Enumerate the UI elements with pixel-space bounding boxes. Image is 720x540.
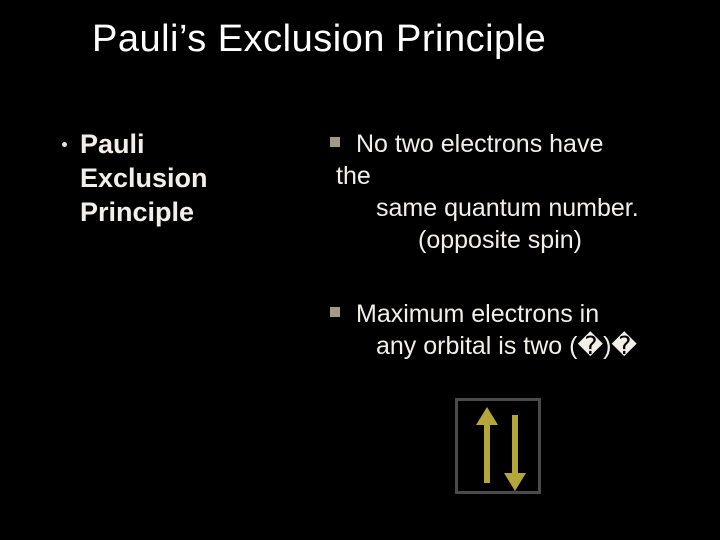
spin-up-arrow-icon xyxy=(478,409,496,489)
right-column: No two electrons have the same quantum n… xyxy=(330,128,700,404)
spin-down-arrow-icon xyxy=(506,409,524,489)
bullet-2-line-2: any orbital is two (�)� xyxy=(356,330,700,362)
bullet-1-line-1: No two electrons have xyxy=(356,128,700,160)
bullet-dot-icon xyxy=(62,142,67,147)
orbital-box-diagram xyxy=(455,398,541,494)
square-bullet-icon xyxy=(330,137,340,147)
bullet-2-line-1: Maximum electrons in xyxy=(356,298,700,330)
slide: Pauli’s Exclusion Principle Pauli Exclus… xyxy=(0,0,720,540)
left-column: Pauli Exclusion Principle xyxy=(80,128,300,229)
bullet-1-line-3: same quantum number. xyxy=(356,192,700,224)
square-bullet-icon xyxy=(330,307,340,317)
slide-title: Pauli’s Exclusion Principle xyxy=(92,18,546,61)
bullet-1-line-2: the xyxy=(336,160,700,192)
bullet-1-line-4: (opposite spin) xyxy=(356,224,700,256)
bullet-2: Maximum electrons in any orbital is two … xyxy=(330,298,700,362)
bullet-1: No two electrons have the same quantum n… xyxy=(330,128,700,256)
left-heading: Pauli Exclusion Principle xyxy=(80,128,300,229)
